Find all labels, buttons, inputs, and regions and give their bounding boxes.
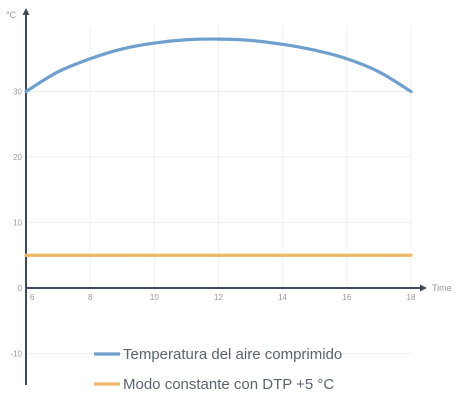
x-tick-label: 8 [88, 293, 93, 302]
legend-label-1: Temperatura del aire comprimido [123, 346, 342, 363]
x-axis-title: Time [432, 283, 452, 293]
x-tick-label: 16 [342, 293, 351, 302]
y-axis-arrow-icon [22, 8, 30, 15]
x-tick-label: 12 [214, 293, 223, 302]
grid [26, 26, 412, 354]
axes [22, 8, 427, 385]
x-tick-label: 10 [150, 293, 159, 302]
legend: Temperatura del aire comprimido Modo cons… [94, 346, 342, 393]
tick-labels: °C Time -10 0 10 20 30 6 8 10 12 14 16 18 [6, 10, 452, 359]
x-axis-arrow-icon [420, 284, 427, 292]
x-tick-label: 18 [407, 293, 416, 302]
y-axis-title: °C [6, 10, 17, 20]
series-line-1 [24, 37, 413, 94]
y-tick-label: 0 [18, 284, 23, 293]
y-tick-label: -10 [10, 350, 22, 359]
x-tick-label: 14 [278, 293, 287, 302]
y-tick-label: 30 [13, 88, 22, 97]
y-tick-label: 10 [13, 219, 22, 228]
x-tick-label: 6 [30, 293, 35, 302]
legend-label-2: Modo constante con DTP +5 °C [123, 376, 334, 393]
y-tick-label: 20 [13, 153, 22, 162]
series [24, 37, 413, 257]
